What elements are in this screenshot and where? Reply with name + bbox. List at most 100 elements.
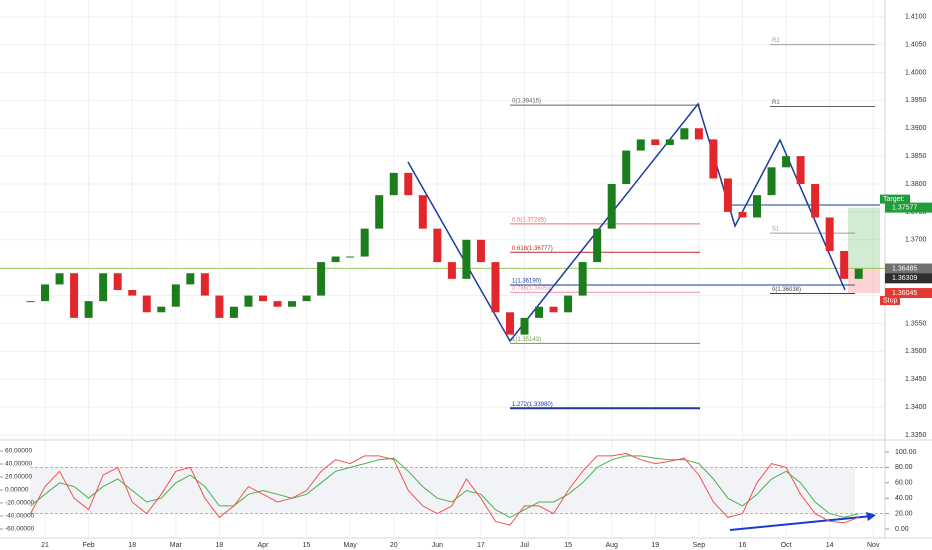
candle <box>593 228 602 263</box>
y-tick-label: 1.3900 <box>905 125 927 132</box>
candle <box>564 295 573 313</box>
y-tick-label: 1.4050 <box>905 41 927 48</box>
y-tick-label: 1.3700 <box>905 237 927 244</box>
x-tick-label: Nov <box>867 542 880 549</box>
candle <box>723 178 732 212</box>
level-label: R2 <box>772 38 780 44</box>
y-tick-label: 1.3450 <box>905 376 927 383</box>
candle <box>258 295 267 302</box>
level-label: 0(1.36038) <box>772 287 801 293</box>
candle <box>157 306 166 313</box>
candle <box>825 217 834 251</box>
y-tick-label: 1.4000 <box>905 69 927 76</box>
x-tick-label: 18 <box>215 542 223 549</box>
x-tick-label: 21 <box>41 542 49 549</box>
price-badge <box>885 202 932 213</box>
candle <box>113 273 122 290</box>
candle <box>651 139 660 145</box>
y-tick-label: -40.00000 <box>5 513 35 520</box>
candle <box>418 195 427 229</box>
candle <box>811 184 820 218</box>
candle <box>84 301 93 318</box>
y-tick-label: 40.00000 <box>5 461 32 468</box>
stop-zone <box>848 268 880 294</box>
x-tick-label: Feb <box>83 542 95 549</box>
price-badge-label: 1.37577 <box>892 204 917 211</box>
y2-tick-label: 0.00 <box>895 526 909 533</box>
y2-tick-label: 100.00 <box>895 449 917 456</box>
stop-text: Stop <box>883 297 898 304</box>
y-tick-label: -60.00000 <box>5 526 35 533</box>
x-tick-label: Jun <box>432 542 443 549</box>
y-tick-label: 1.3350 <box>905 432 927 439</box>
candle <box>535 306 544 318</box>
y2-tick-label: 20.00 <box>895 510 913 517</box>
x-tick-label: 17 <box>477 542 485 549</box>
y-tick-label: 20.00000 <box>5 474 32 481</box>
candle <box>505 312 514 335</box>
x-tick-label: Aug <box>605 542 618 549</box>
y-tick-label: 1.3800 <box>905 181 927 188</box>
y-tick-label: 1.3400 <box>905 404 927 411</box>
candle <box>622 150 631 185</box>
candle <box>26 301 35 303</box>
level-label: S1 <box>772 227 780 233</box>
candle <box>782 156 791 168</box>
y-tick-label: 60.00000 <box>5 448 32 455</box>
candle <box>680 128 689 140</box>
price-badge-label: 1.36045 <box>892 290 917 297</box>
y-tick-label: 1.3950 <box>905 97 927 104</box>
candle <box>404 172 413 196</box>
level-band <box>30 467 855 514</box>
level-label: 0.618(1.36777) <box>512 246 553 252</box>
candle <box>694 128 703 140</box>
x-tick-label: Jul <box>520 542 529 549</box>
candle <box>796 156 805 185</box>
price-badge <box>885 288 932 299</box>
candle <box>302 295 311 302</box>
y-tick-label: -20.00000 <box>5 500 35 507</box>
divergence-arrow <box>729 515 873 531</box>
candle <box>41 284 50 302</box>
x-tick-label: Mar <box>170 542 183 549</box>
candle <box>55 273 64 285</box>
y2-tick-label: 60.00 <box>895 480 913 487</box>
candle <box>375 195 384 229</box>
candle <box>854 268 863 279</box>
price-badge-label: 1.36485 <box>892 265 917 272</box>
y2-tick-label: 40.00 <box>895 495 913 502</box>
candle <box>288 301 297 307</box>
candle <box>273 301 282 307</box>
candle <box>389 172 398 196</box>
candle <box>360 228 369 257</box>
x-tick-label: May <box>344 542 358 549</box>
level-label: 1(1.35143) <box>512 337 541 343</box>
candle <box>447 262 456 279</box>
oscillator-line <box>30 452 859 526</box>
target-text: Target: <box>883 196 904 203</box>
stop-tag <box>880 296 900 306</box>
candle <box>433 228 442 263</box>
candle <box>491 262 500 313</box>
candle <box>346 256 355 258</box>
candle <box>462 239 471 279</box>
y2-tick-label: 80.00 <box>895 464 913 471</box>
price-badge <box>885 273 932 284</box>
candle <box>128 289 137 296</box>
level-label: 0.5(1.37285) <box>512 217 546 223</box>
candle <box>520 317 529 335</box>
level-label: 0(1.39415) <box>512 99 541 105</box>
target-tag <box>880 194 910 204</box>
x-tick-label: 19 <box>651 542 659 549</box>
candle <box>753 195 761 218</box>
candle <box>476 239 485 263</box>
x-tick-label: 16 <box>739 542 747 549</box>
candle <box>840 250 849 279</box>
y-tick-label: 1.3500 <box>905 348 927 355</box>
candle <box>578 262 587 296</box>
candle <box>636 139 645 151</box>
x-tick-label: Apr <box>258 542 270 549</box>
x-tick-label: 15 <box>564 542 572 549</box>
candle <box>244 295 253 307</box>
